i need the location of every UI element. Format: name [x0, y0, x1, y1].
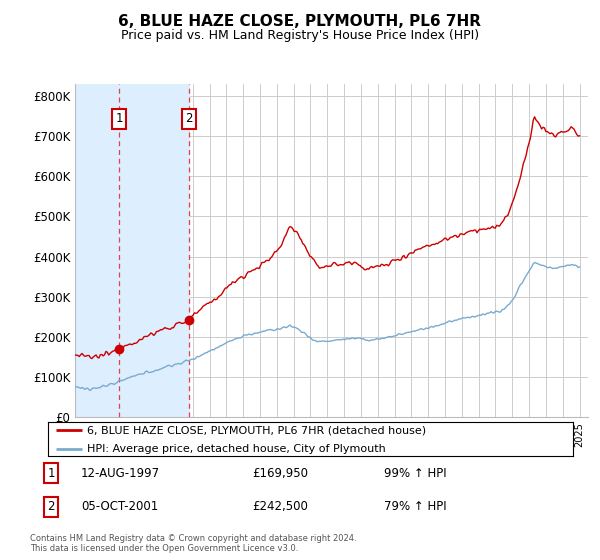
Bar — [119, 84, 189, 417]
Text: £242,500: £242,500 — [252, 500, 308, 514]
Text: £169,950: £169,950 — [252, 466, 308, 480]
Text: 1: 1 — [47, 466, 55, 480]
Text: 99% ↑ HPI: 99% ↑ HPI — [384, 466, 446, 480]
Text: 12-AUG-1997: 12-AUG-1997 — [81, 466, 160, 480]
Text: 1: 1 — [115, 113, 123, 125]
Text: Contains HM Land Registry data © Crown copyright and database right 2024.
This d: Contains HM Land Registry data © Crown c… — [30, 534, 356, 553]
Text: 6, BLUE HAZE CLOSE, PLYMOUTH, PL6 7HR (detached house): 6, BLUE HAZE CLOSE, PLYMOUTH, PL6 7HR (d… — [88, 426, 427, 435]
Text: 05-OCT-2001: 05-OCT-2001 — [81, 500, 158, 514]
Text: 2: 2 — [47, 500, 55, 514]
Text: 6, BLUE HAZE CLOSE, PLYMOUTH, PL6 7HR: 6, BLUE HAZE CLOSE, PLYMOUTH, PL6 7HR — [119, 14, 482, 29]
Text: HPI: Average price, detached house, City of Plymouth: HPI: Average price, detached house, City… — [88, 444, 386, 454]
Bar — [75, 84, 119, 417]
Text: 2: 2 — [185, 113, 193, 125]
Text: Price paid vs. HM Land Registry's House Price Index (HPI): Price paid vs. HM Land Registry's House … — [121, 29, 479, 42]
Text: 79% ↑ HPI: 79% ↑ HPI — [384, 500, 446, 514]
